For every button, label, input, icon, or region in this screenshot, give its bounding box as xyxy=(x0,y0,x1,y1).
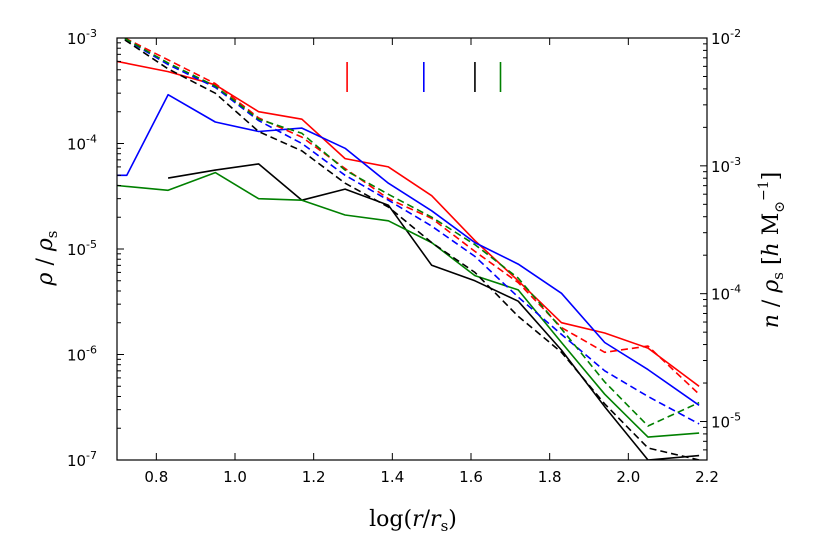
label-layer: 0.8 1.0 1.2 1.4 1.6 1.8 2.0 2.2 10-3 10-4 10-5 10-6… xyxy=(67,27,741,486)
series-line-6 xyxy=(124,39,700,460)
x-tick-label: 1.4 xyxy=(380,468,404,486)
marker-layer xyxy=(346,62,502,92)
x-tick-label: 1.0 xyxy=(223,468,247,486)
y-right-tick-label: 10-5 xyxy=(711,411,741,432)
y-axis-left-title: ρ / ρs xyxy=(33,231,61,287)
y-left-tick-label: 10-6 xyxy=(67,344,97,365)
x-tick-label: 2.2 xyxy=(695,468,719,486)
x-tick-label: 0.8 xyxy=(144,468,168,486)
y-axis-right-title: n / ρs [h M⊙−1] xyxy=(756,172,788,328)
y-right-tick-label: 10-3 xyxy=(711,155,741,176)
y-left-tick-label: 10-5 xyxy=(67,238,97,259)
y-right-tick-label: 10-2 xyxy=(711,27,741,48)
series-line-7 xyxy=(124,38,700,427)
tick-layer xyxy=(117,37,708,461)
x-tick-label: 1.6 xyxy=(459,468,483,486)
y-right-tick-label: 10-4 xyxy=(711,283,741,304)
series-line-3 xyxy=(117,171,700,438)
x-tick-label: 1.8 xyxy=(538,468,562,486)
y-left-tick-label: 10-4 xyxy=(67,133,97,154)
series-line-2 xyxy=(167,163,700,460)
y-left-tick-label: 10-7 xyxy=(67,449,97,470)
x-tick-label: 2.0 xyxy=(616,468,640,486)
x-tick-label: 1.2 xyxy=(302,468,326,486)
x-axis-title: log(r/rs) xyxy=(369,507,457,535)
series-line-4 xyxy=(124,38,700,395)
series-layer xyxy=(117,38,700,460)
y-left-tick-label: 10-3 xyxy=(67,27,97,48)
series-line-1 xyxy=(117,93,700,406)
series-line-5 xyxy=(124,38,700,425)
series-line-0 xyxy=(117,60,700,387)
